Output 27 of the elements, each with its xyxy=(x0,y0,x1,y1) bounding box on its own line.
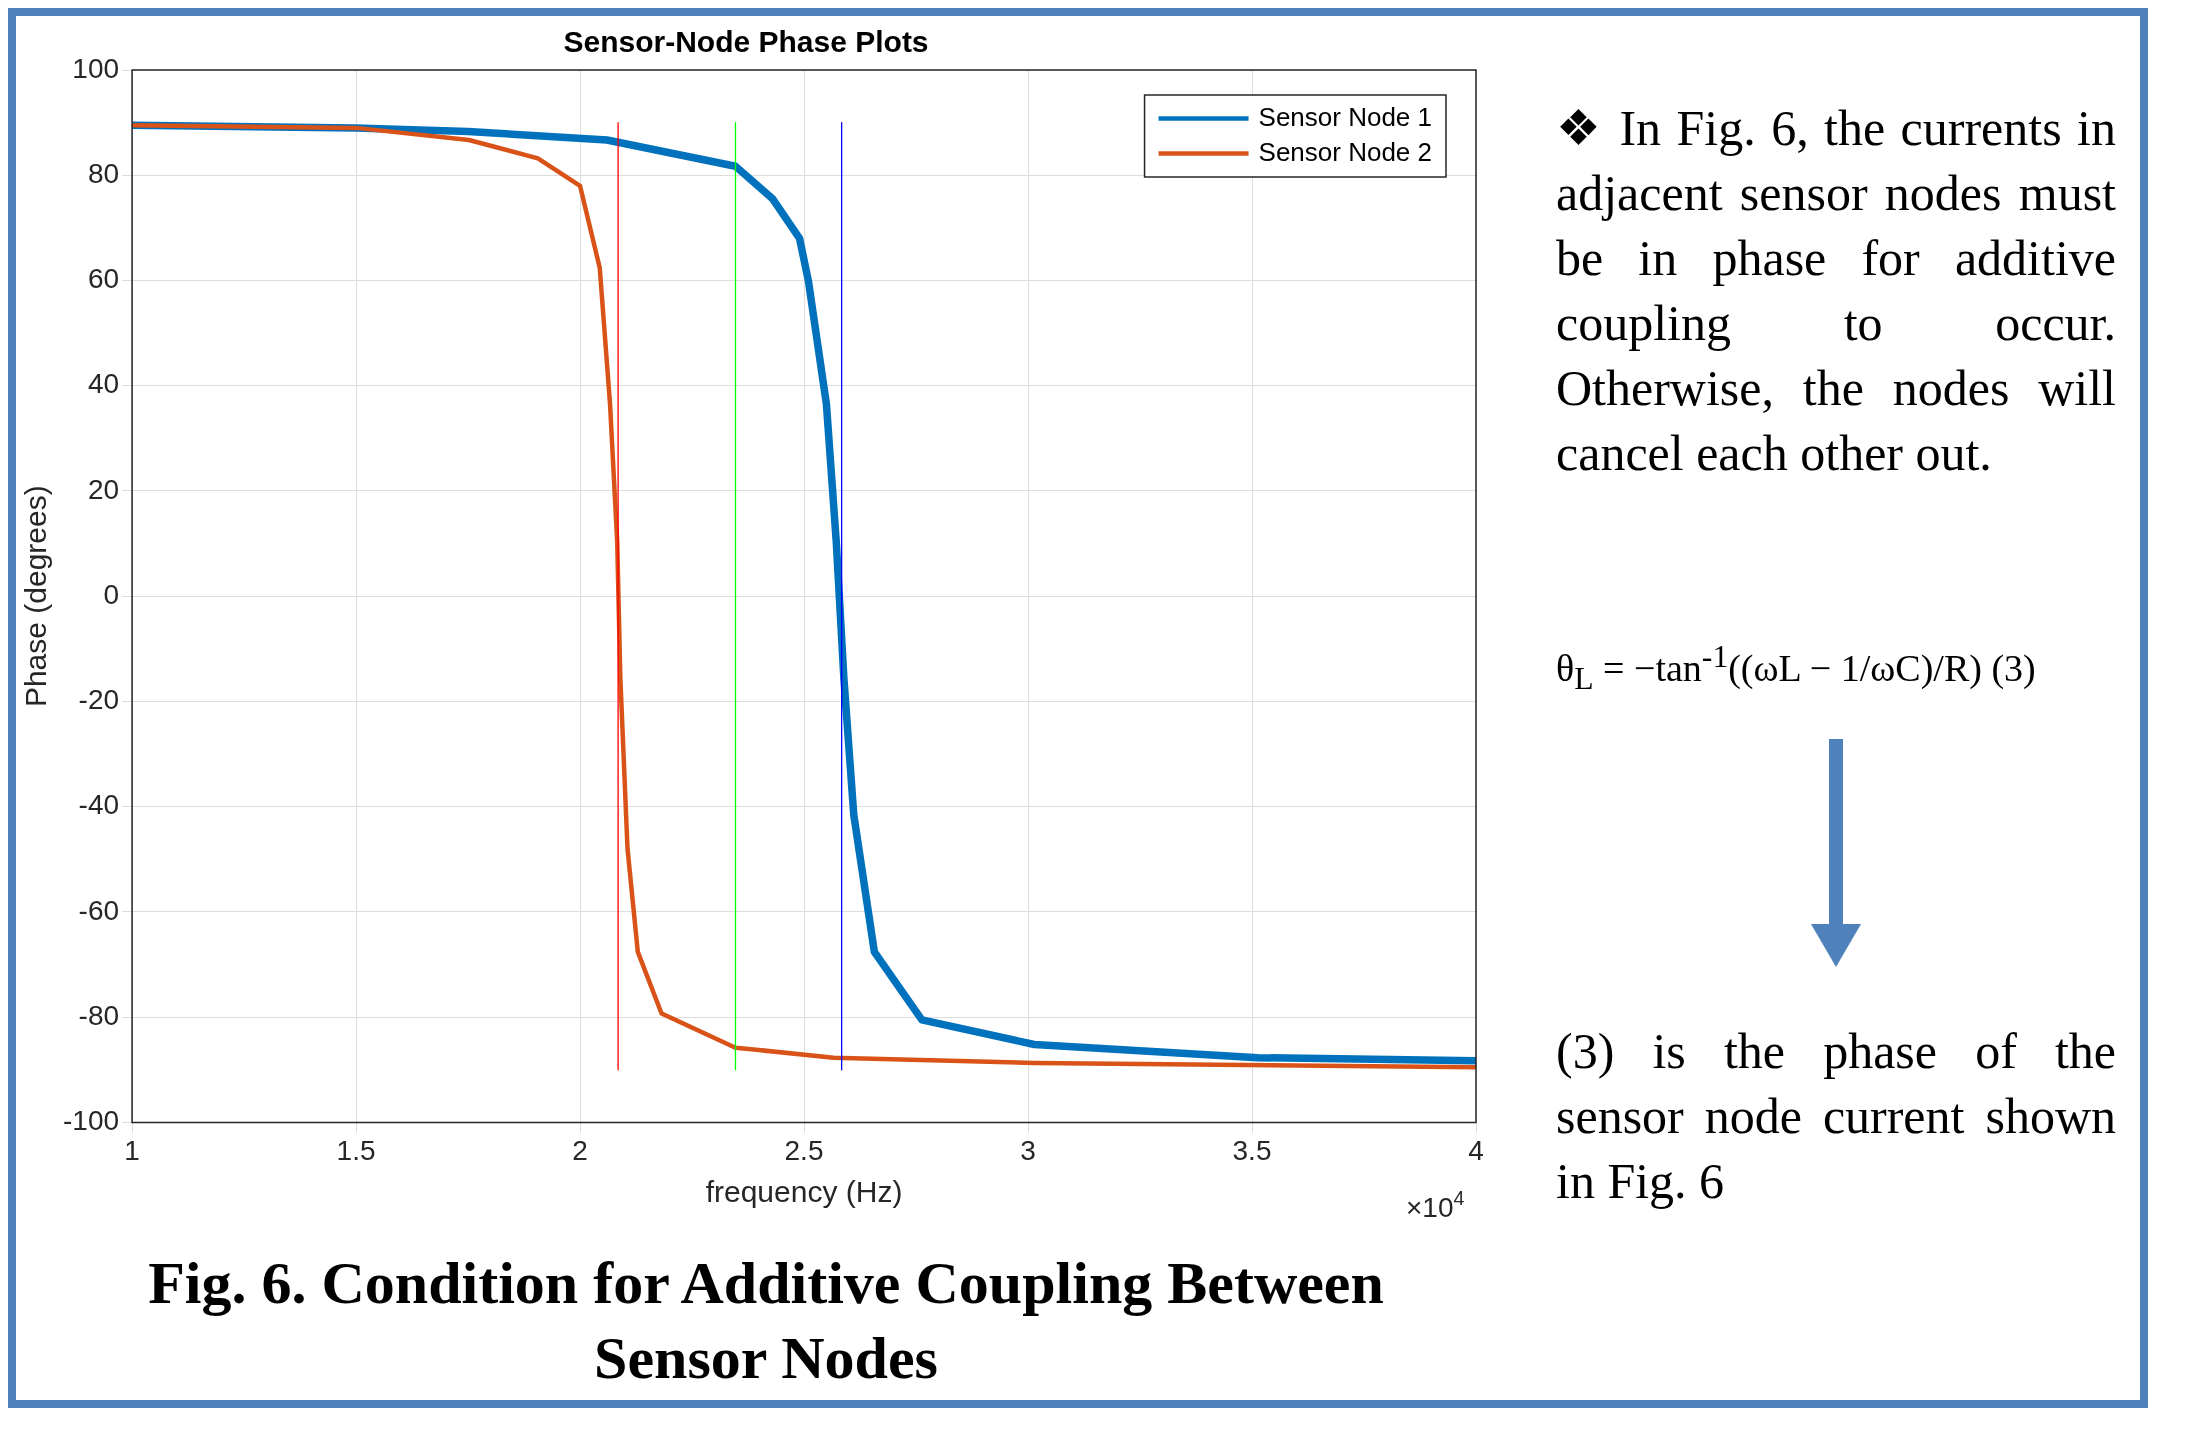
text: (3) is the phase of the sensor node current shown in Fig. 6 xyxy=(1556,1022,2116,1212)
y-tick-label: -80 xyxy=(78,999,120,1031)
y-tick-label: -60 xyxy=(78,894,120,926)
x-tick-label: 4 xyxy=(1468,1134,1484,1166)
x-tick-label: 3 xyxy=(1020,1134,1036,1166)
y-tick-label: 80 xyxy=(87,157,120,189)
x-tick-label: 3.5 xyxy=(1232,1134,1272,1166)
y-tick-label: -100 xyxy=(62,1105,120,1137)
x-axis-title: frequency (Hz) xyxy=(705,1175,903,1209)
x-tick-label: 2.5 xyxy=(784,1134,824,1166)
caption: Fig. 6. Condition for Additive Coupling Between Sensor Nodes xyxy=(147,1249,1385,1393)
text: ❖ In Fig. 6, the currents in adjacent sensor nodes must be in phase for additive coupling to occur. Otherwise, the nodes will cancel each other out. xyxy=(1556,99,2116,483)
legend-label: Sensor Node 2 xyxy=(1258,136,1433,167)
y-tick-label: 0 xyxy=(103,578,120,610)
y-tick-label: -20 xyxy=(78,684,120,716)
y-tick-label: 40 xyxy=(87,368,120,400)
legend-label: Sensor Node 1 xyxy=(1258,101,1433,132)
y-tick-label: 100 xyxy=(72,52,120,84)
chart-title: Sensor-Node Phase Plots xyxy=(563,25,929,59)
x-tick-label: 1.5 xyxy=(336,1134,376,1166)
y-tick-label: 20 xyxy=(87,473,120,505)
y-tick-label: -40 xyxy=(78,789,120,821)
x-tick-label: 1 xyxy=(124,1134,140,1166)
text: θ$_{L}$ = −tan$^{-1}$((ωL − 1/ωC)/R) (3) xyxy=(1556,638,2037,699)
x-tick-label: 2 xyxy=(572,1134,588,1166)
y-tick-label: 60 xyxy=(87,263,120,295)
y-axis-title: Phase (degrees) xyxy=(19,485,53,708)
